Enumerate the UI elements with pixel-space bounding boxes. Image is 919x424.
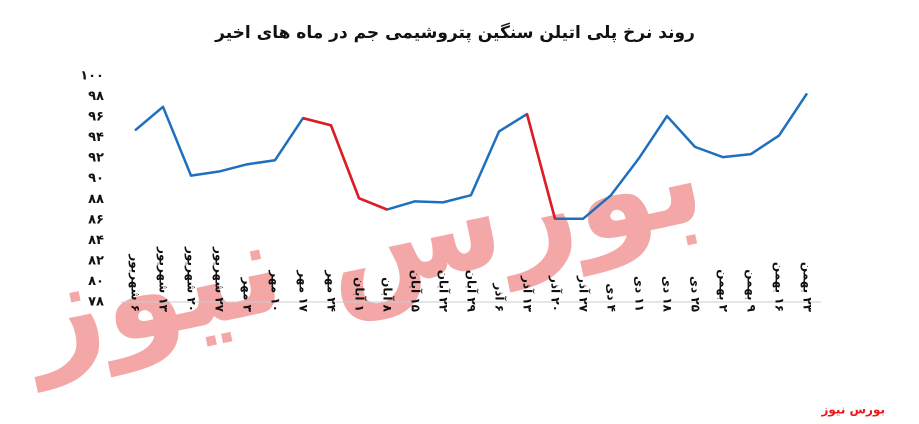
- y-tick-label: ۸۸: [88, 192, 104, 207]
- series-line: [134, 92, 809, 221]
- y-tick-label: ۹۴: [88, 130, 104, 145]
- x-tick-label: ۱۳ آذر: [521, 275, 536, 313]
- x-tick-label: ۱۸ دی: [661, 276, 675, 313]
- x-tick-label: ۲۵ دی: [689, 276, 703, 312]
- x-tick-label: ۱۰ مهر: [269, 269, 283, 312]
- chart-title: روند نرخ پلی اتیلن سنگین پتروشیمی جم در …: [214, 22, 695, 43]
- x-tick-label: ۲۳ بهمن: [801, 262, 815, 313]
- y-tick-label: ۹۲: [88, 151, 104, 166]
- x-tick-label: ۲۲ آبان: [437, 270, 452, 313]
- x-tick-label: ۱۵ آبان: [409, 270, 424, 312]
- source: بورس نیوز: [820, 403, 885, 418]
- x-tick-label: ۶ آذر: [493, 282, 508, 312]
- x-tick-label: ۱۳ شهریور: [156, 246, 171, 313]
- x-tick-label: ۱۷ مهر: [297, 269, 311, 312]
- x-tick-label: ۸ آبان: [381, 277, 396, 313]
- x-tick-label: ۳ مهر: [241, 277, 255, 313]
- watermark: بورس نیوز: [6, 99, 717, 393]
- x-tick-label: ۲۴ مهر: [325, 269, 339, 312]
- x-tick-label: ۲ بهمن: [717, 269, 731, 312]
- x-tick-label: ۹ بهمن: [745, 269, 759, 312]
- y-tick-label: ۹۶: [88, 110, 104, 125]
- y-tick-label: ۷۸: [88, 295, 104, 310]
- x-tick-label: ۱۶ بهمن: [773, 262, 787, 312]
- x-tick-label: ۲۷ آذر: [577, 275, 592, 313]
- y-tick-label: ۹۰: [88, 171, 104, 186]
- series-line: [302, 113, 557, 220]
- x-tick-label: ۴ دی: [605, 283, 619, 312]
- y-tick-label: ۸۶: [88, 212, 104, 227]
- y-tick-label: ۸۴: [88, 233, 104, 248]
- x-tick-label: ۲۰ شهریور: [184, 246, 199, 312]
- y-tick-label: ۸۲: [88, 253, 104, 268]
- x-tick-label: ۲۰ آذر: [549, 275, 564, 312]
- y-tick-label: ۹۸: [88, 89, 104, 104]
- x-tick-label: ۲۷ شهریور: [212, 246, 227, 313]
- x-tick-label: ۶ شهریور: [128, 253, 143, 312]
- x-tick-label: ۲۹ آبان: [465, 270, 480, 313]
- y-tick-label: ۸۰: [88, 274, 104, 289]
- y-tick-label: ۱۰۰: [80, 69, 104, 84]
- x-tick-label: ۱۱ دی: [633, 276, 647, 312]
- x-tick-label: ۱ آبان: [353, 277, 368, 312]
